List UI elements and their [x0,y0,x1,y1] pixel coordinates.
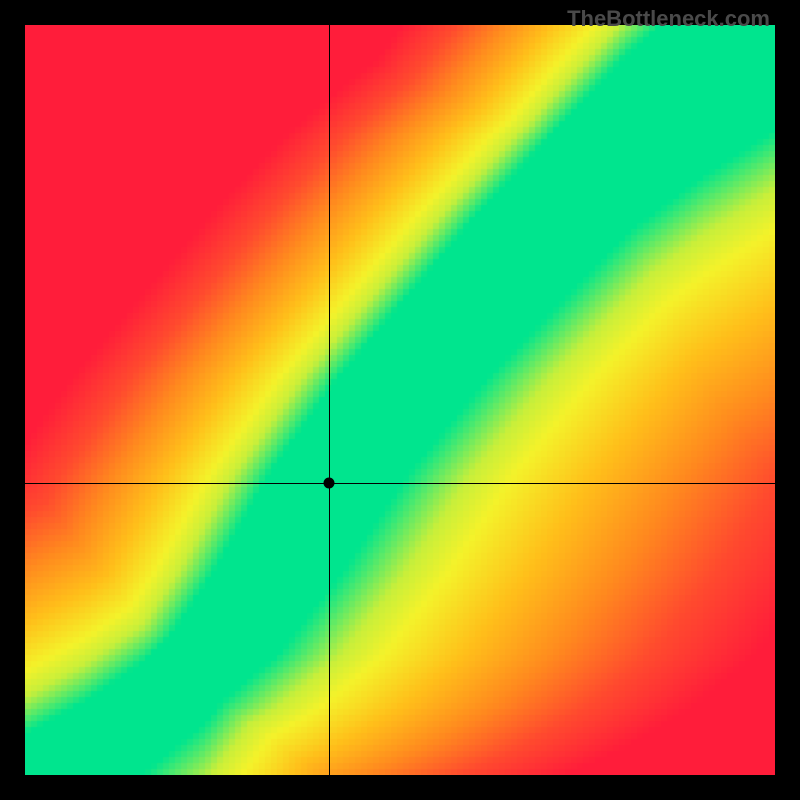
intersection-marker [323,477,334,488]
crosshair-horizontal [25,483,775,484]
watermark-text: TheBottleneck.com [567,6,770,32]
heatmap-canvas [25,25,775,775]
root-container: TheBottleneck.com [0,0,800,800]
crosshair-vertical [329,25,330,775]
heatmap-plot [25,25,775,775]
